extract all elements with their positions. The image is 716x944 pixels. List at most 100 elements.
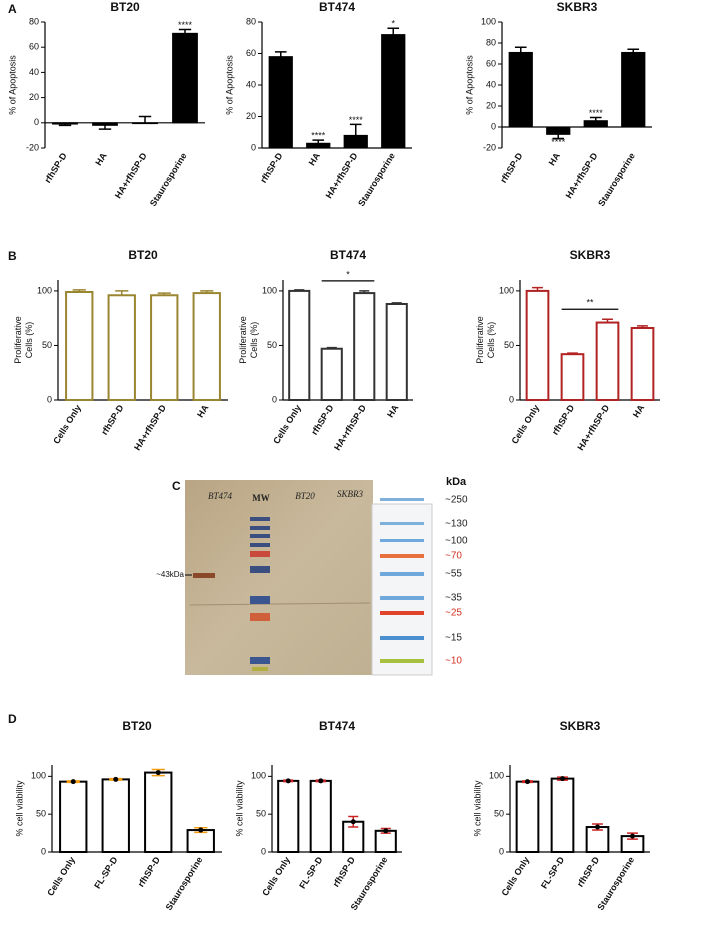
x-tick-label: HA: [547, 151, 563, 168]
chart-title: SKBR3: [570, 248, 611, 262]
bar: [92, 122, 118, 126]
error-bar: [58, 124, 72, 127]
x-tick-label: Staurosporine: [148, 151, 189, 208]
y-tick-label: 60: [29, 42, 39, 52]
marker-label: ~25: [445, 608, 462, 619]
x-tick-label: rfhSP-D: [136, 855, 162, 889]
y-tick-label: 100: [489, 771, 504, 781]
x-tick-label: HA+rfhSP-D: [332, 403, 368, 453]
bar: [320, 347, 343, 401]
error-bar: [326, 346, 337, 349]
y-tick-label: 50: [42, 340, 52, 350]
ladder-bands: [380, 498, 424, 663]
lane-label: SKBR3: [337, 489, 363, 499]
mean-dot: [560, 776, 565, 782]
bar: [353, 292, 376, 401]
error-bar: [312, 139, 325, 144]
x-tick-label: Cells Only: [45, 855, 77, 898]
y-tick-label: 0: [491, 121, 496, 131]
chart-title: BT20: [122, 719, 152, 733]
bar: [52, 122, 78, 125]
lane-label: BT474: [208, 491, 233, 501]
y-axis-label: Proliferative: [238, 316, 248, 364]
significance: ****: [349, 115, 364, 125]
error-bar: [178, 28, 192, 34]
y-tick-label: 60: [246, 48, 256, 58]
mean-dot: [350, 819, 356, 825]
y-tick-label: 0: [41, 846, 46, 856]
bar: [268, 56, 293, 149]
y-tick-label: 20: [486, 100, 496, 110]
bar: [192, 292, 221, 401]
chart-title: SKBR3: [557, 0, 598, 14]
bar: [595, 321, 620, 401]
error-bar: [627, 48, 640, 53]
y-tick-label: 50: [36, 809, 46, 819]
x-tick-label: HA: [631, 403, 647, 420]
y-tick-label: 40: [486, 79, 496, 89]
y-axis-label: % cell viability: [234, 780, 244, 837]
marker-label: ~100: [445, 536, 468, 547]
bar: [583, 120, 608, 128]
x-tick-label: FL-SP-D: [539, 855, 567, 891]
mean-dot: [525, 779, 530, 785]
bar: [65, 291, 94, 401]
error-bar: [359, 290, 370, 294]
x-tick-label: rfhSP-D: [550, 403, 576, 437]
mean-dot: [155, 770, 161, 776]
y-axis-label: Proliferative: [13, 316, 23, 364]
x-tick-label: HA: [385, 403, 401, 420]
bar: [343, 134, 368, 149]
gel-image: [185, 480, 373, 675]
y-axis-label: % of Apoptosis: [464, 55, 474, 115]
bar: [560, 353, 585, 402]
bar: [277, 779, 300, 854]
y-tick-label: 60: [486, 58, 496, 68]
y-tick-label: 40: [246, 79, 256, 89]
bar: [385, 303, 408, 401]
significance: ****: [589, 108, 604, 118]
y-tick-label: 100: [37, 285, 52, 295]
bar: [132, 122, 158, 125]
bar: [288, 289, 311, 401]
significance: ****: [551, 137, 566, 147]
x-tick-label: FL-SP-D: [297, 855, 325, 891]
y-tick-label: 0: [509, 394, 514, 404]
error-bar: [349, 123, 362, 136]
lane-label: MW: [252, 493, 270, 503]
ladder-image: [371, 503, 433, 676]
y-tick-label: 0: [272, 394, 277, 404]
error-bar: [72, 289, 86, 292]
x-tick-label: rfhSP-D: [498, 151, 524, 185]
marker-label: ~35: [445, 593, 462, 604]
mean-dot: [113, 776, 119, 782]
mean-dot: [383, 828, 389, 834]
x-tick-label: Cells Only: [499, 855, 531, 898]
marker-label: ~55: [445, 569, 462, 580]
mean-dot: [285, 778, 291, 784]
y-tick-label: -20: [483, 142, 496, 152]
x-tick-label: rfhSP-D: [309, 403, 335, 437]
x-tick-label: HA+rfhSP-D: [564, 151, 600, 201]
x-tick-label: Staurosporine: [164, 855, 205, 912]
y-tick-label: 80: [486, 37, 496, 47]
error-bar: [567, 352, 578, 355]
mw-lane: [250, 517, 270, 671]
y-axis-label: % of Apoptosis: [7, 55, 17, 115]
bar: [150, 294, 179, 402]
error-bar: [552, 134, 565, 140]
error-bar: [200, 290, 214, 294]
marker-label: ~70: [445, 551, 462, 562]
chart-title: SKBR3: [560, 719, 601, 733]
panel-label: A: [8, 2, 17, 16]
error-bar: [514, 46, 527, 53]
bar: [107, 294, 136, 402]
error-bar: [274, 51, 287, 57]
chart-title: BT474: [319, 0, 355, 14]
y-tick-label: 0: [499, 846, 504, 856]
x-tick-label: HA+rfhSP-D: [324, 151, 360, 201]
y-tick-label: 100: [481, 16, 496, 26]
x-tick-label: Staurosporine: [356, 151, 397, 208]
bar: [515, 780, 540, 854]
x-tick-label: FL-SP-D: [92, 855, 120, 891]
